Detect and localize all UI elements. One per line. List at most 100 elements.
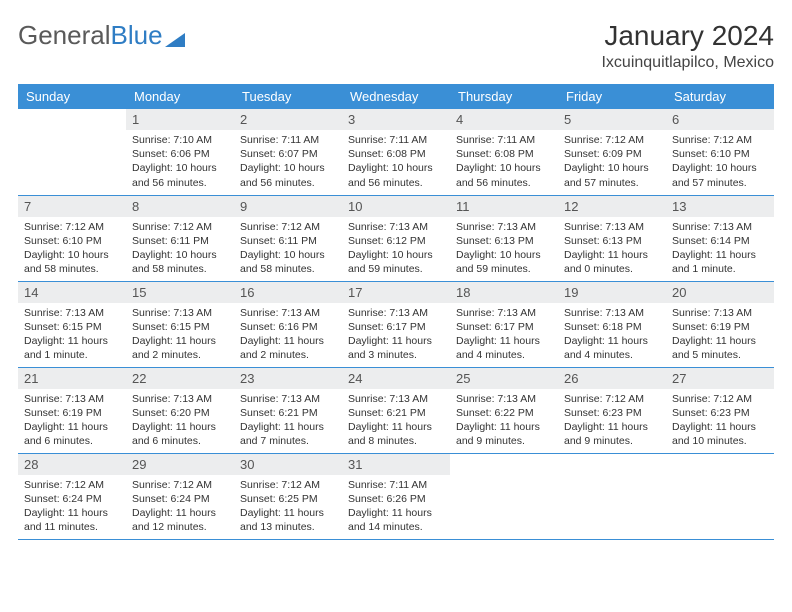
day-number: 1 (126, 109, 234, 130)
calendar-cell: .. (558, 453, 666, 539)
calendar-cell: 18Sunrise: 7:13 AMSunset: 6:17 PMDayligh… (450, 281, 558, 367)
day-number: 5 (558, 109, 666, 130)
day-details: Sunrise: 7:10 AMSunset: 6:06 PMDaylight:… (126, 130, 234, 190)
day-details: Sunrise: 7:13 AMSunset: 6:20 PMDaylight:… (126, 389, 234, 449)
weekday-row: SundayMondayTuesdayWednesdayThursdayFrid… (18, 84, 774, 109)
calendar-cell: 21Sunrise: 7:13 AMSunset: 6:19 PMDayligh… (18, 367, 126, 453)
calendar-cell: 28Sunrise: 7:12 AMSunset: 6:24 PMDayligh… (18, 453, 126, 539)
day-number: 31 (342, 454, 450, 475)
title-block: January 2024 Ixcuinquitlapilco, Mexico (601, 20, 774, 72)
day-number: 17 (342, 282, 450, 303)
day-number: 12 (558, 196, 666, 217)
day-details: Sunrise: 7:13 AMSunset: 6:21 PMDaylight:… (234, 389, 342, 449)
day-number: 23 (234, 368, 342, 389)
day-details: Sunrise: 7:12 AMSunset: 6:09 PMDaylight:… (558, 130, 666, 190)
calendar-cell: .. (18, 109, 126, 195)
day-number: 4 (450, 109, 558, 130)
calendar-cell: 10Sunrise: 7:13 AMSunset: 6:12 PMDayligh… (342, 195, 450, 281)
day-number: 26 (558, 368, 666, 389)
calendar-cell: 29Sunrise: 7:12 AMSunset: 6:24 PMDayligh… (126, 453, 234, 539)
calendar-table: SundayMondayTuesdayWednesdayThursdayFrid… (18, 84, 774, 540)
day-details: Sunrise: 7:13 AMSunset: 6:13 PMDaylight:… (558, 217, 666, 277)
day-number: 10 (342, 196, 450, 217)
day-number: 7 (18, 196, 126, 217)
calendar-cell: .. (450, 453, 558, 539)
logo: GeneralBlue (18, 20, 185, 51)
day-details: Sunrise: 7:11 AMSunset: 6:07 PMDaylight:… (234, 130, 342, 190)
calendar-cell: 25Sunrise: 7:13 AMSunset: 6:22 PMDayligh… (450, 367, 558, 453)
day-number: 19 (558, 282, 666, 303)
calendar-cell: 6Sunrise: 7:12 AMSunset: 6:10 PMDaylight… (666, 109, 774, 195)
day-number: 21 (18, 368, 126, 389)
calendar-cell: 24Sunrise: 7:13 AMSunset: 6:21 PMDayligh… (342, 367, 450, 453)
calendar-cell: 27Sunrise: 7:12 AMSunset: 6:23 PMDayligh… (666, 367, 774, 453)
day-details: Sunrise: 7:13 AMSunset: 6:22 PMDaylight:… (450, 389, 558, 449)
calendar-row: 14Sunrise: 7:13 AMSunset: 6:15 PMDayligh… (18, 281, 774, 367)
day-details: Sunrise: 7:13 AMSunset: 6:17 PMDaylight:… (450, 303, 558, 363)
page-header: GeneralBlue January 2024 Ixcuinquitlapil… (18, 20, 774, 72)
logo-word1: General (18, 20, 111, 50)
day-details: Sunrise: 7:13 AMSunset: 6:18 PMDaylight:… (558, 303, 666, 363)
calendar-cell: 26Sunrise: 7:12 AMSunset: 6:23 PMDayligh… (558, 367, 666, 453)
logo-word2: Blue (111, 20, 163, 50)
day-details: Sunrise: 7:13 AMSunset: 6:15 PMDaylight:… (126, 303, 234, 363)
logo-triangle-icon (165, 33, 185, 47)
day-details: Sunrise: 7:12 AMSunset: 6:10 PMDaylight:… (18, 217, 126, 277)
day-details: Sunrise: 7:12 AMSunset: 6:10 PMDaylight:… (666, 130, 774, 190)
day-number: 2 (234, 109, 342, 130)
calendar-body: ..1Sunrise: 7:10 AMSunset: 6:06 PMDaylig… (18, 109, 774, 539)
calendar-cell: 22Sunrise: 7:13 AMSunset: 6:20 PMDayligh… (126, 367, 234, 453)
day-number: 28 (18, 454, 126, 475)
calendar-cell: 17Sunrise: 7:13 AMSunset: 6:17 PMDayligh… (342, 281, 450, 367)
day-details: Sunrise: 7:12 AMSunset: 6:23 PMDaylight:… (666, 389, 774, 449)
calendar-cell: 2Sunrise: 7:11 AMSunset: 6:07 PMDaylight… (234, 109, 342, 195)
day-details: Sunrise: 7:12 AMSunset: 6:25 PMDaylight:… (234, 475, 342, 535)
day-details: Sunrise: 7:13 AMSunset: 6:13 PMDaylight:… (450, 217, 558, 277)
weekday-header: Monday (126, 84, 234, 109)
day-details: Sunrise: 7:12 AMSunset: 6:11 PMDaylight:… (126, 217, 234, 277)
day-details: Sunrise: 7:12 AMSunset: 6:24 PMDaylight:… (126, 475, 234, 535)
calendar-cell: 8Sunrise: 7:12 AMSunset: 6:11 PMDaylight… (126, 195, 234, 281)
day-number: 27 (666, 368, 774, 389)
calendar-cell: 15Sunrise: 7:13 AMSunset: 6:15 PMDayligh… (126, 281, 234, 367)
day-details: Sunrise: 7:11 AMSunset: 6:08 PMDaylight:… (342, 130, 450, 190)
day-number: 11 (450, 196, 558, 217)
location-text: Ixcuinquitlapilco, Mexico (601, 54, 774, 72)
day-details: Sunrise: 7:13 AMSunset: 6:14 PMDaylight:… (666, 217, 774, 277)
day-number: 9 (234, 196, 342, 217)
day-details: Sunrise: 7:11 AMSunset: 6:26 PMDaylight:… (342, 475, 450, 535)
day-number: 24 (342, 368, 450, 389)
day-details: Sunrise: 7:13 AMSunset: 6:16 PMDaylight:… (234, 303, 342, 363)
calendar-cell: 7Sunrise: 7:12 AMSunset: 6:10 PMDaylight… (18, 195, 126, 281)
day-details: Sunrise: 7:13 AMSunset: 6:19 PMDaylight:… (18, 389, 126, 449)
calendar-cell: 16Sunrise: 7:13 AMSunset: 6:16 PMDayligh… (234, 281, 342, 367)
month-title: January 2024 (601, 20, 774, 52)
calendar-cell: 3Sunrise: 7:11 AMSunset: 6:08 PMDaylight… (342, 109, 450, 195)
weekday-header: Friday (558, 84, 666, 109)
day-details: Sunrise: 7:13 AMSunset: 6:21 PMDaylight:… (342, 389, 450, 449)
day-details: Sunrise: 7:13 AMSunset: 6:12 PMDaylight:… (342, 217, 450, 277)
day-details: Sunrise: 7:13 AMSunset: 6:19 PMDaylight:… (666, 303, 774, 363)
calendar-head: SundayMondayTuesdayWednesdayThursdayFrid… (18, 84, 774, 109)
weekday-header: Sunday (18, 84, 126, 109)
day-number: 22 (126, 368, 234, 389)
calendar-row: 21Sunrise: 7:13 AMSunset: 6:19 PMDayligh… (18, 367, 774, 453)
calendar-row: 28Sunrise: 7:12 AMSunset: 6:24 PMDayligh… (18, 453, 774, 539)
day-number: 25 (450, 368, 558, 389)
calendar-cell: 9Sunrise: 7:12 AMSunset: 6:11 PMDaylight… (234, 195, 342, 281)
day-details: Sunrise: 7:13 AMSunset: 6:15 PMDaylight:… (18, 303, 126, 363)
calendar-cell: 5Sunrise: 7:12 AMSunset: 6:09 PMDaylight… (558, 109, 666, 195)
calendar-cell: 11Sunrise: 7:13 AMSunset: 6:13 PMDayligh… (450, 195, 558, 281)
weekday-header: Thursday (450, 84, 558, 109)
day-number: 18 (450, 282, 558, 303)
day-number: 14 (18, 282, 126, 303)
day-number: 13 (666, 196, 774, 217)
calendar-cell: .. (666, 453, 774, 539)
day-details: Sunrise: 7:12 AMSunset: 6:23 PMDaylight:… (558, 389, 666, 449)
calendar-row: ..1Sunrise: 7:10 AMSunset: 6:06 PMDaylig… (18, 109, 774, 195)
calendar-cell: 20Sunrise: 7:13 AMSunset: 6:19 PMDayligh… (666, 281, 774, 367)
day-number: 8 (126, 196, 234, 217)
calendar-cell: 4Sunrise: 7:11 AMSunset: 6:08 PMDaylight… (450, 109, 558, 195)
day-details: Sunrise: 7:13 AMSunset: 6:17 PMDaylight:… (342, 303, 450, 363)
calendar-cell: 13Sunrise: 7:13 AMSunset: 6:14 PMDayligh… (666, 195, 774, 281)
